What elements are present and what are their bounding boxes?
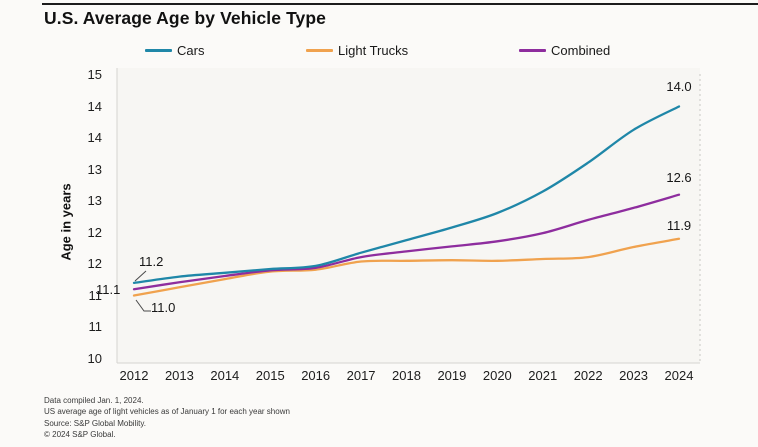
page-title: U.S. Average Age by Vehicle Type — [44, 8, 327, 28]
combined-line-swatch-icon — [519, 49, 546, 52]
annotation-combined-end: 12.6 — [666, 170, 692, 185]
footnote-source: Source: S&P Global Mobility. — [44, 418, 146, 428]
annotation-light-trucks-start: 11.0 — [151, 300, 176, 315]
footnote-description: US average age of light vehicles as of J… — [44, 407, 290, 417]
footnotes: Data compiled Jan. 1, 2024. US average a… — [44, 395, 290, 441]
title-rule — [42, 3, 758, 5]
annotation-leader-line-light-trucks — [135, 299, 151, 312]
legend-item-light-trucks: Light Trucks — [306, 43, 408, 58]
legend-label-light-trucks: Light Trucks — [338, 43, 409, 58]
annotation-cars-end: 14.0 — [666, 79, 692, 94]
series-line-light-trucks — [132, 237, 681, 297]
cars-line-swatch-icon — [145, 49, 172, 52]
legend-item-combined: Combined — [519, 43, 610, 58]
legend-item-cars: Cars — [145, 43, 204, 58]
annotation-leader-line-cars — [134, 270, 147, 282]
legend: Cars Light Trucks Combined — [0, 43, 758, 61]
annotation-light-trucks-end: 11.9 — [666, 218, 692, 233]
series-line-cars — [132, 105, 681, 285]
annotation-combined-start: 11.1 — [96, 282, 121, 297]
footnote-compiled: Data compiled Jan. 1, 2024. — [44, 396, 144, 405]
series-line-combined — [132, 193, 681, 291]
plot-panel — [117, 68, 700, 363]
light-trucks-line-swatch-icon — [306, 49, 333, 52]
annotation-cars-start: 11.2 — [139, 254, 164, 269]
legend-label-combined: Combined — [551, 43, 611, 58]
footnote-copyright: © 2024 S&P Global. — [44, 430, 116, 440]
legend-label-cars: Cars — [177, 43, 205, 58]
